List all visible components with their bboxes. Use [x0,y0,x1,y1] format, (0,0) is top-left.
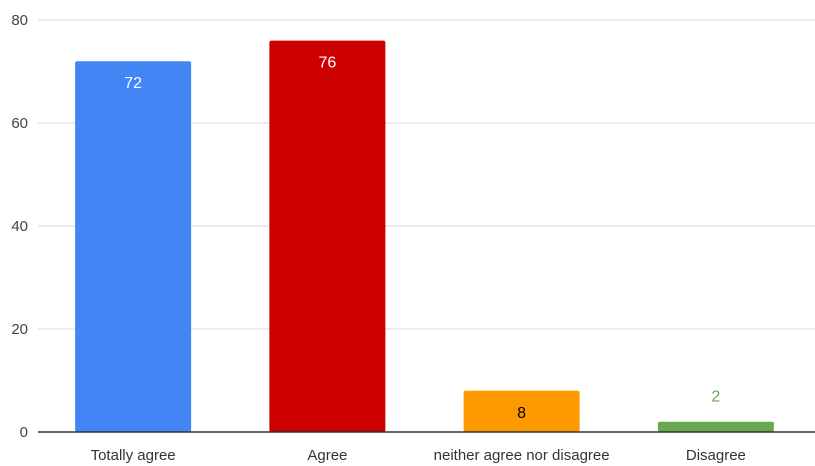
data-label: 72 [124,75,142,92]
bar [463,390,580,432]
data-label: 2 [711,389,720,406]
y-tick-label: 40 [11,218,28,235]
x-tick-label: Disagree [686,447,746,464]
y-tick-label: 0 [20,424,28,441]
y-tick-label: 20 [11,321,28,338]
data-labels: 72 76 8 2 [124,55,720,422]
bar [75,61,192,432]
x-tick-label: neither agree nor disagree [434,447,610,464]
bars [75,40,774,432]
bar [269,40,386,432]
x-axis-ticks: Totally agree Agree neither agree nor disa… [91,447,746,464]
x-tick-label: Totally agree [91,447,176,464]
y-axis-ticks: 0 20 40 60 80 [11,12,28,441]
y-tick-label: 80 [11,12,28,29]
y-tick-label: 60 [11,115,28,132]
bar [657,421,774,432]
data-label: 76 [318,55,336,72]
x-tick-label: Agree [307,447,347,464]
data-label: 8 [517,405,526,422]
